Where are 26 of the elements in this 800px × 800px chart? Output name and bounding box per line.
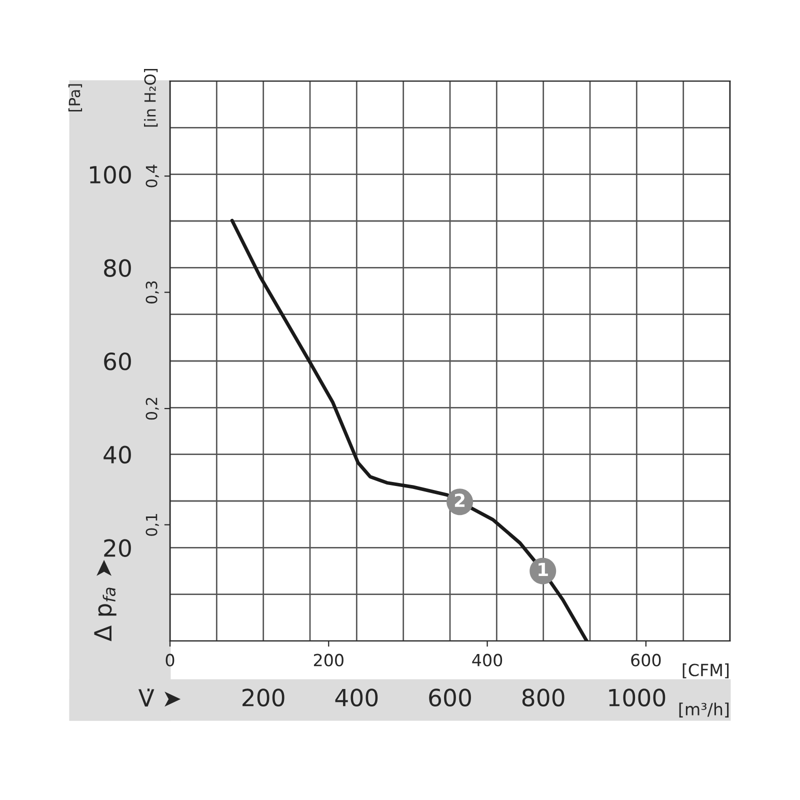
- x2-tick-label: 600: [631, 654, 661, 666]
- annotation: 2: [454, 494, 465, 507]
- y-tick-label: 80: [104, 259, 131, 277]
- x-axis-title: [m³/h]: [679, 702, 729, 718]
- y2-tick-label: 0,2: [146, 398, 159, 420]
- y2-tick-label: 0,3: [146, 281, 159, 304]
- y-tick-label: 100: [90, 166, 131, 184]
- x-tick-label: 600: [429, 688, 471, 706]
- y2-tick-label: 0,1: [146, 514, 159, 536]
- y2-axis-title: [in H₂O]: [144, 68, 158, 127]
- text: V̇ ➤: [138, 688, 181, 707]
- y2-tick-label: 0,4: [146, 164, 159, 188]
- x2-axis-title: [CFM]: [682, 663, 729, 678]
- x2-tick-label: 200: [314, 654, 344, 666]
- x-tick-label: 1000: [609, 688, 666, 706]
- x-tick-label: 200: [242, 688, 284, 706]
- text: Δ p$_{fa}$ ➤: [94, 560, 116, 642]
- y-tick-label: 20: [104, 539, 131, 557]
- y-axis-title: [Pa]: [68, 84, 82, 112]
- x-tick-label: 400: [335, 688, 378, 706]
- x2-tick-label: 0: [166, 654, 174, 666]
- x2-tick-label: 400: [472, 654, 502, 666]
- y-tick-label: 60: [104, 352, 131, 370]
- annotation: 1: [538, 562, 548, 576]
- y-tick-label: 40: [104, 446, 131, 464]
- x-tick-label: 800: [522, 688, 564, 706]
